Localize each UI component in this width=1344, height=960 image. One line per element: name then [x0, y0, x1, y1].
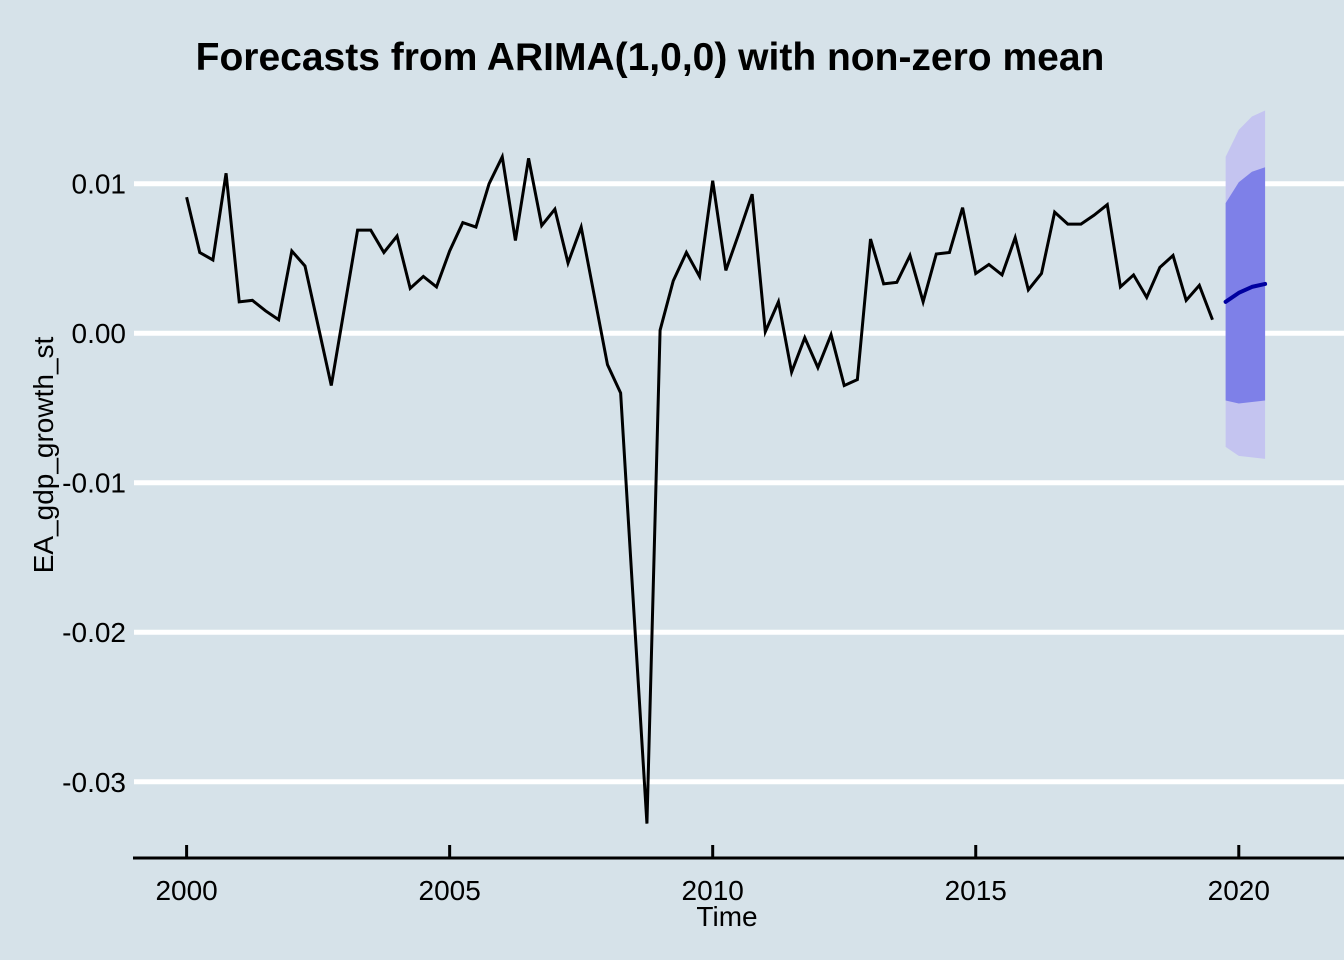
chart-title: Forecasts from ARIMA(1,0,0) with non-zer… [195, 36, 1105, 79]
x-tick-label: 2005 [419, 875, 481, 906]
y-tick-label: -0.03 [62, 767, 126, 798]
y-tick-label: -0.02 [62, 617, 126, 648]
forecast-mean-line [1223, 281, 1268, 304]
y-tick-label: 0.00 [72, 318, 127, 349]
x-tick-label: 2000 [155, 875, 217, 906]
x-tick-label: 2010 [682, 875, 744, 906]
y-tick-label: 0.01 [72, 169, 127, 200]
y-tick-label: -0.01 [62, 468, 126, 499]
x-axis-title: Time [696, 901, 758, 932]
x-tick-label: 2015 [945, 875, 1007, 906]
y-axis-title: EA_gdp_growth_st [28, 336, 59, 574]
interval-80-band [1225, 167, 1266, 404]
observed-series-line [185, 151, 1214, 824]
x-tick-label: 2020 [1208, 875, 1270, 906]
